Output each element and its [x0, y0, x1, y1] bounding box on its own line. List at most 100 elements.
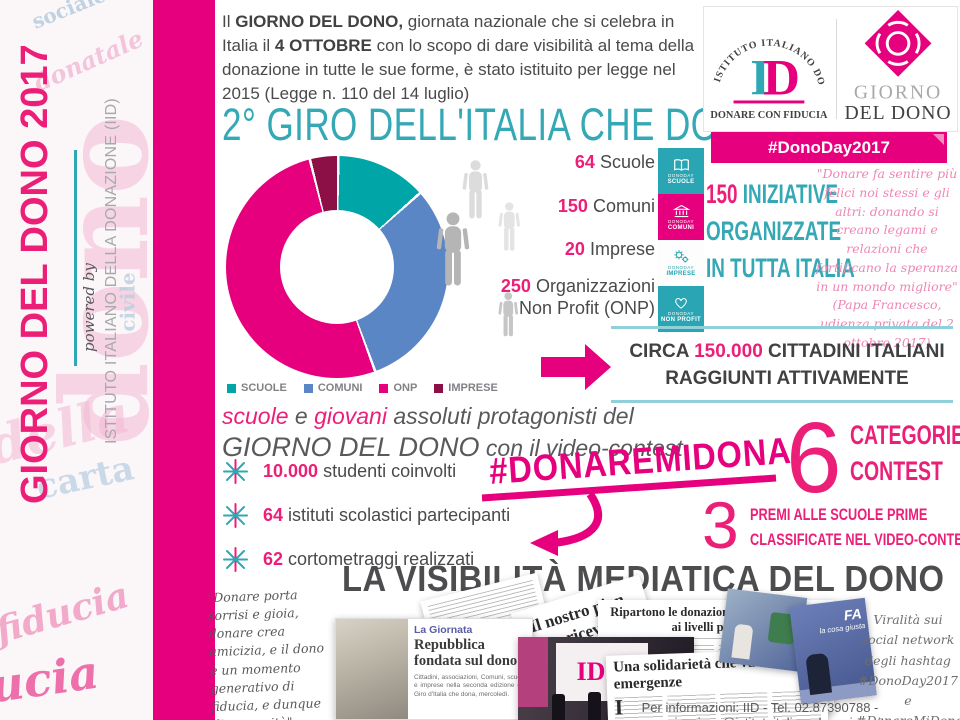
stat-value: 150: [557, 196, 588, 216]
watermark-word: sociale: [28, 0, 110, 34]
reach-number: 150.000: [694, 341, 763, 362]
silhouette: [588, 692, 601, 720]
badge-scuole: DONODAY SCUOLE: [658, 148, 704, 194]
legend-label: SCUOLE: [241, 382, 287, 394]
stat-imprese: 20 Imprese: [445, 239, 655, 260]
bullet-number: 64: [263, 505, 284, 525]
legend-item: IMPRESE: [434, 382, 498, 394]
bullet-number: 62: [263, 549, 284, 569]
bullet-label: istituti scolastici partecipanti: [288, 505, 511, 525]
reach-line2: RAGGIUNTI ATTIVAMENTE: [665, 367, 909, 389]
intro-bold-title: GIORNO DEL DONO,: [235, 12, 404, 31]
initiatives-block: 150 INIZIATIVE ORGANIZZATE IN TUTTA ITAL…: [706, 176, 855, 287]
legend-label: ONP: [393, 382, 418, 394]
bullet-text: 10.000 studenti coinvolti: [263, 461, 456, 482]
quote-text: "Donare porta sorrisi e gioia, donare cr…: [207, 587, 325, 720]
intro-bold-date: 4 OTTOBRE: [274, 36, 372, 56]
donut-chart: [226, 156, 448, 378]
divider-line-bottom: [611, 400, 953, 403]
gdd-line2: DEL DONO: [844, 102, 951, 124]
tv-guest-silhouette: [805, 652, 833, 696]
giorno-del-dono-logo: GIORNO DEL DONO: [844, 9, 951, 124]
asterisk-icon: [223, 547, 248, 572]
press-photo: [336, 619, 408, 719]
bullet-studenti: 10.000 studenti coinvolti: [222, 458, 456, 485]
contest-number-6: 6: [786, 402, 842, 514]
highlight-giovani: giovani: [314, 403, 387, 429]
gdd-line1: GIORNO: [854, 82, 942, 104]
stat-label: Scuole: [599, 152, 655, 172]
badge-name: IMPRESE: [666, 271, 696, 277]
press-article-body: La Giornata Repubblica fondata sul dono …: [408, 619, 532, 719]
event-pink-wall: [518, 637, 548, 707]
text-big: GIORNO DEL DONO: [222, 431, 480, 462]
iid-letter-d: D: [763, 50, 800, 107]
badge-program: DONODAY: [668, 310, 694, 316]
contest-premi-line2: CLASSIFICATE NEL VIDEO-CONTEST: [750, 530, 960, 549]
highlight-scuole: scuole: [222, 403, 289, 429]
bullet-istituti: 64 istituti scolastici partecipanti: [222, 502, 510, 529]
donoday-ribbon: #DonoDay2017: [711, 132, 947, 163]
chart-legend: SCUOLE COMUNI ONP IMPRESE: [227, 382, 498, 394]
stat-onp-line2: Non Profit (ONP): [445, 298, 655, 319]
press-kicker: La Giornata: [414, 624, 473, 636]
stat-scuole: 64 Scuole: [445, 152, 655, 173]
silhouette: [552, 694, 565, 720]
stat-label: Organizzazioni: [535, 276, 655, 296]
badge-program: DONODAY: [668, 218, 694, 224]
badge-imprese: DONODAY IMPRESE: [658, 240, 704, 286]
text: assoluti protagonisti del: [386, 403, 634, 429]
bullet-number: 10.000: [263, 461, 319, 481]
initiatives-line2: ORGANIZZATE: [706, 216, 842, 246]
bullet-text: 64 istituti scolastici partecipanti: [263, 505, 510, 526]
stat-value: 250: [500, 276, 531, 296]
badge-program: DONODAY: [668, 172, 694, 178]
legend-swatch: [303, 383, 313, 393]
legend-swatch: [379, 383, 389, 393]
protagonists-heading: scuole e giovani assoluti protagonisti d…: [222, 402, 683, 463]
stat-label: Imprese: [589, 239, 655, 259]
reach-text: CIRCA: [629, 341, 695, 362]
section-title: 2° GIRO DELL'ITALIA CHE DONA: [222, 99, 768, 150]
pink-accent-bar: [153, 0, 215, 720]
initiatives-word: INIZIATIVE: [737, 179, 839, 209]
stat-value: 64: [574, 152, 595, 172]
arrow-right-head: [585, 344, 611, 390]
divider-line-top: [611, 326, 953, 329]
initiatives-line3: IN TUTTA ITALIA: [706, 253, 855, 283]
book-icon: [673, 158, 689, 171]
stat-label: Comuni: [592, 196, 655, 216]
legend-item: SCUOLE: [227, 382, 287, 394]
bullet-cortometraggi: 62 cortometraggi realizzati: [222, 546, 474, 573]
legend-label: COMUNI: [317, 382, 363, 394]
badge-name: NON PROFIT: [661, 316, 701, 323]
intro-text: giornata nazionale che si celebra in Ita…: [222, 12, 675, 56]
badge-nonprofit: DONODAY NON PROFIT: [658, 286, 704, 332]
press-clip-repubblica: La Giornata Repubblica fondata sul dono …: [335, 618, 533, 720]
watermark-word: ucia: [0, 644, 102, 714]
badge-name: COMUNI: [667, 224, 695, 231]
contest-word-categorie: CATEGORIE: [850, 420, 960, 450]
iid-logo: ISTITUTO ITALIANO DONAZIONE I D DONARE C…: [704, 7, 828, 121]
reach-statement: CIRCA 150.000 CITTADINI ITALIANI RAGGIUN…: [620, 339, 954, 392]
footer-contact-info: Per informazioni: IID - Tel. 02.87390788…: [636, 700, 885, 720]
stat-label: Non Profit (ONP): [518, 298, 655, 318]
iid-letter-i: I: [750, 50, 770, 107]
contest-premi-line1: PREMI ALLE SCUOLE PRIME: [750, 505, 928, 524]
initiatives-line1: 150 INIZIATIVE: [706, 176, 855, 213]
protagonists-line2: GIORNO DEL DONO con il video-contest: [222, 431, 683, 463]
iid-tagline: DONARE CON FIDUCIA: [710, 110, 828, 121]
bullet-text: 62 cortometraggi realizzati: [263, 549, 474, 570]
intro-paragraph: Il GIORNO DEL DONO, giornata nazionale c…: [222, 10, 708, 107]
heart-icon: [675, 297, 687, 309]
badge-program: DONODAY: [668, 265, 694, 270]
text: e: [288, 403, 315, 429]
reach-text: CITTADINI ITALIANI: [762, 341, 945, 362]
social-virality-note: Viralità sui social network degli hashta…: [856, 612, 960, 720]
intro-text: Il: [222, 12, 236, 31]
bullet-label: studenti coinvolti: [323, 461, 457, 481]
sidebar-divider-line: [74, 150, 77, 366]
bullet-label: cortometraggi realizzati: [288, 549, 475, 569]
text-small: con il video-contest: [479, 434, 683, 461]
gears-icon: [673, 250, 688, 263]
